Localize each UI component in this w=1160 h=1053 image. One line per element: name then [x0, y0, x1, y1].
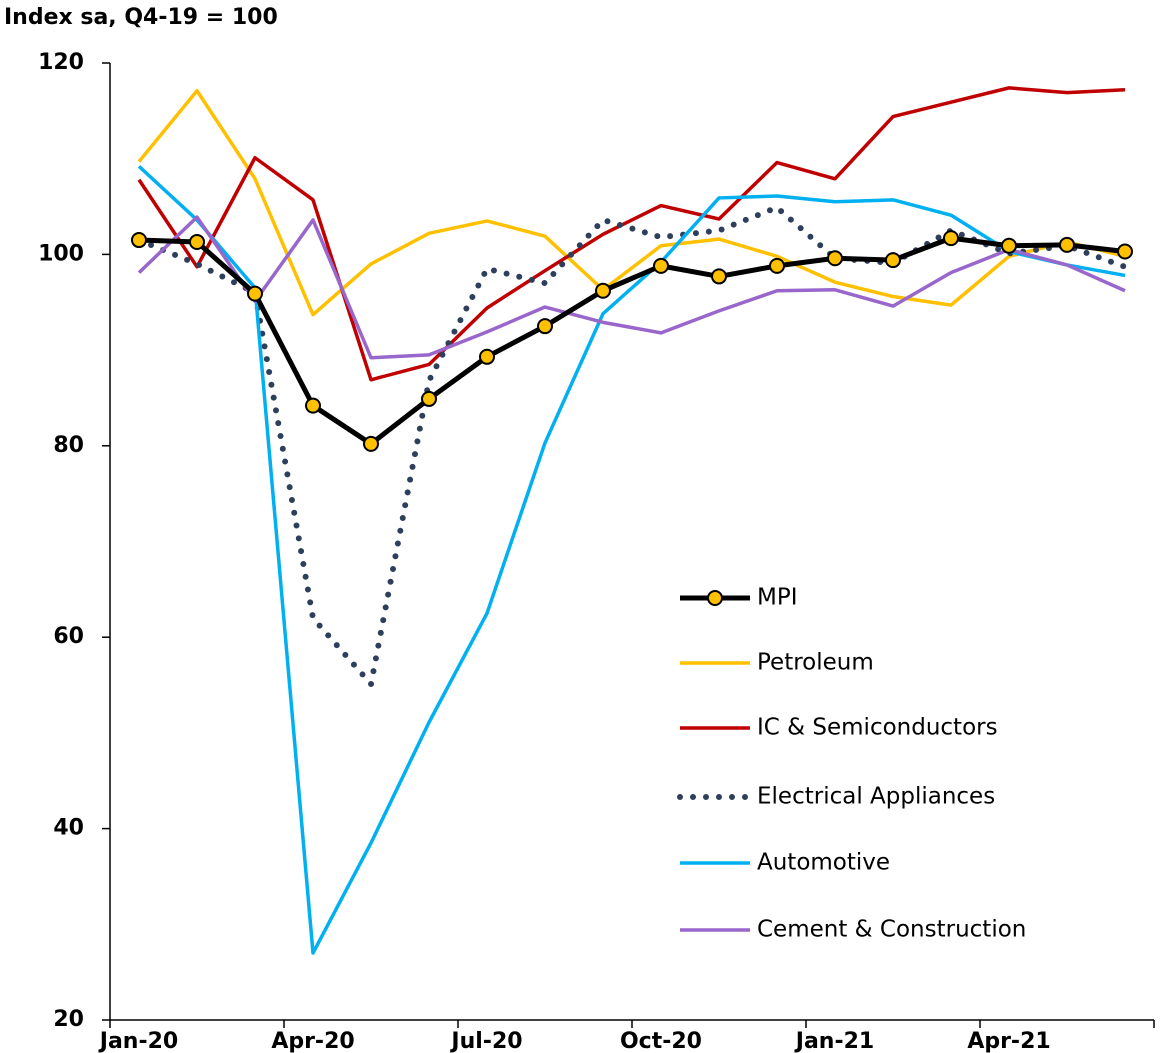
y-tick-label: 80 [53, 433, 84, 458]
series-marker [305, 397, 321, 414]
legend-label: Electrical Appliances [757, 784, 995, 810]
x-tick-label: Jan-20 [98, 1029, 178, 1053]
series-marker [537, 318, 553, 335]
series-marker [247, 285, 263, 302]
series-marker [1059, 236, 1075, 253]
legend-label: IC & Semiconductors [757, 715, 998, 741]
x-tick-label: Jul-20 [449, 1029, 522, 1053]
legend-label: Cement & Construction [757, 917, 1026, 943]
series-marker [189, 233, 205, 250]
y-axis-label: Index sa, Q4-19 = 100 [4, 5, 278, 30]
legend-label: Petroleum [757, 650, 874, 676]
series-marker [1001, 237, 1017, 254]
x-tick-label: Oct-20 [620, 1029, 702, 1053]
y-tick-label: 20 [53, 1007, 84, 1032]
legend-label: MPI [757, 585, 798, 611]
series-marker [595, 282, 611, 299]
series-marker [827, 250, 843, 267]
y-tick-label: 120 [38, 50, 84, 75]
series-marker [653, 257, 669, 274]
series-marker [1117, 243, 1133, 260]
series-line [137, 215, 1126, 360]
x-tick-label: Jan-21 [794, 1029, 874, 1053]
series-marker [885, 252, 901, 269]
series-line [136, 204, 1128, 688]
series-marker [131, 232, 147, 249]
series-marker [421, 390, 437, 407]
legend-label: Automotive [757, 850, 890, 876]
series-line [137, 86, 1126, 382]
y-tick-label: 100 [38, 241, 84, 266]
series-line [137, 165, 1126, 955]
series-marker [479, 348, 495, 365]
series-marker [769, 257, 785, 274]
series-marker [943, 230, 959, 247]
legend-marker [707, 590, 723, 606]
x-tick-label: Apr-20 [271, 1029, 354, 1053]
x-tick-label: Apr-21 [967, 1029, 1050, 1053]
series-line [138, 235, 1126, 447]
y-tick-label: 60 [53, 624, 84, 649]
series-marker [711, 268, 727, 285]
y-tick-label: 40 [53, 816, 84, 841]
series-marker [363, 435, 379, 452]
series-line [137, 89, 1126, 317]
